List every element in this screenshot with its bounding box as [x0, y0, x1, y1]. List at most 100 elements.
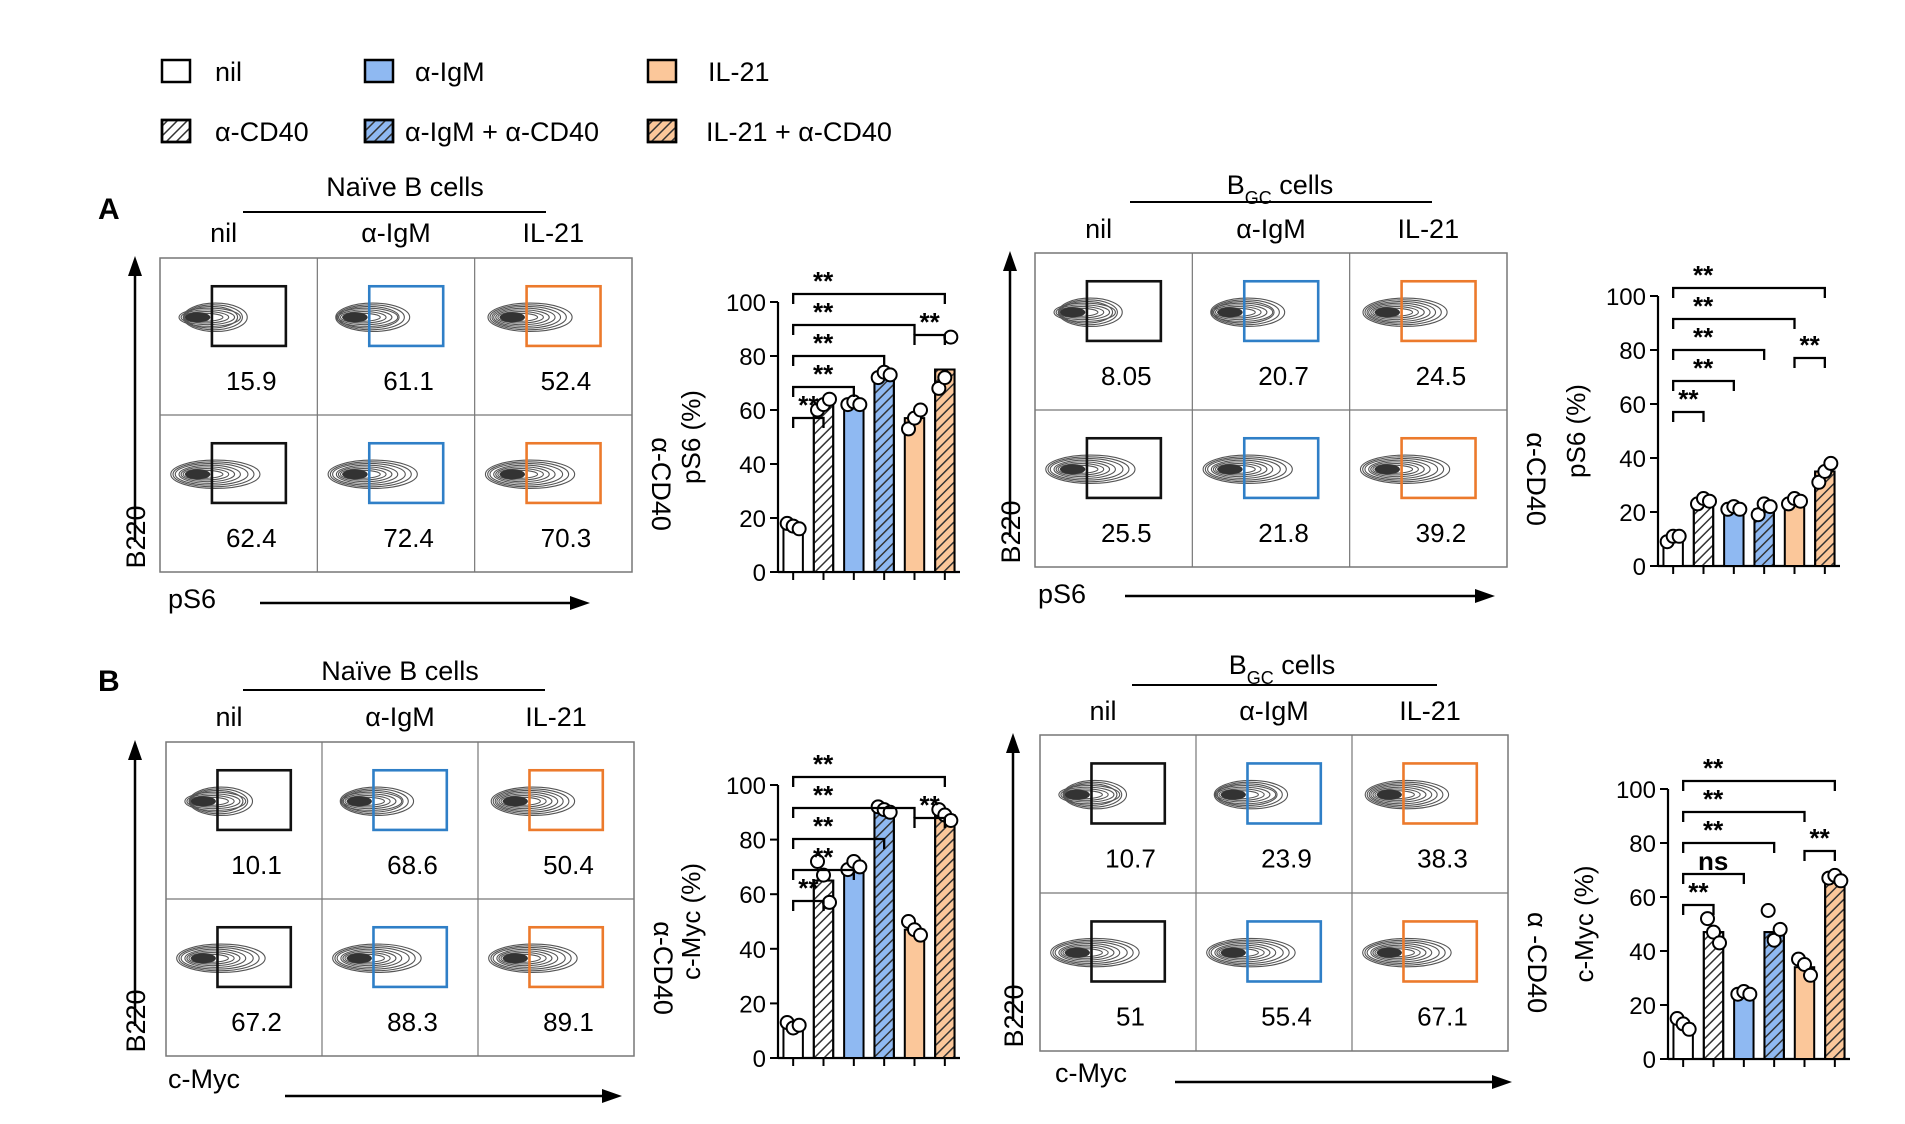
flow-title-text: Naïve B cells — [321, 656, 479, 686]
contour-line — [1047, 456, 1130, 483]
gate-box — [1085, 279, 1163, 343]
significance-label: ** — [813, 780, 834, 810]
significance-bracket — [792, 385, 855, 397]
contour-line — [496, 948, 559, 968]
contour-line — [341, 788, 409, 815]
contour-line — [1213, 779, 1289, 810]
side-label: α -CD40 — [1522, 912, 1552, 1013]
contour-line — [1370, 943, 1433, 963]
contour-line — [180, 466, 236, 483]
contour-line — [1210, 302, 1274, 322]
contour-line — [1372, 944, 1427, 961]
contour-line — [1062, 946, 1109, 959]
legend-item: α-IgM — [363, 57, 485, 87]
contour-line — [1218, 946, 1265, 959]
y-tick-label: 100 — [726, 773, 766, 800]
data-point — [943, 812, 959, 828]
flow-title-text: BGC cells — [1229, 650, 1336, 688]
gate-box — [1090, 920, 1167, 983]
y-tick-label: 60 — [1629, 885, 1656, 912]
contour-line — [178, 464, 241, 484]
contour-line — [495, 466, 550, 483]
contour-line — [1366, 781, 1444, 808]
y-tick-label: 80 — [739, 828, 766, 855]
panel-letter-a: A — [98, 193, 120, 226]
contour-line — [186, 793, 241, 810]
significance-label: ** — [813, 328, 834, 358]
contour-line — [1362, 297, 1448, 328]
gate-percent: 10.7 — [1105, 844, 1156, 874]
y-axis-label: B220 — [121, 505, 151, 568]
bar — [1723, 508, 1745, 567]
legend-swatch — [160, 58, 192, 84]
y-tick-label: 20 — [1619, 500, 1646, 527]
significance-label: ** — [920, 307, 941, 337]
contour-line — [1214, 463, 1262, 476]
y-tick-label: 80 — [1619, 338, 1646, 365]
significance-label: ** — [920, 790, 941, 820]
contour-plot — [1359, 454, 1451, 485]
contour-line — [498, 793, 553, 810]
significance-bracket — [792, 868, 855, 880]
y-axis-arrowhead — [128, 256, 142, 276]
contour-line — [188, 786, 254, 817]
contour-plot — [170, 459, 261, 490]
contour-line — [488, 943, 578, 974]
contour-line — [334, 945, 416, 972]
y-tick-label: 40 — [739, 937, 766, 964]
data-point — [1833, 873, 1849, 889]
data-point — [1732, 501, 1748, 517]
gate-box — [372, 768, 449, 832]
y-tick-label: 40 — [1619, 446, 1646, 473]
contour-core — [1374, 464, 1401, 475]
contour-line — [188, 952, 235, 965]
legend-swatch — [646, 58, 678, 84]
flow-column-label: α-IgM — [365, 702, 435, 732]
gate-box — [528, 925, 605, 989]
y-axis-label: c-Myc (%) — [676, 863, 706, 980]
contour-line — [184, 304, 243, 331]
gate-box — [1402, 920, 1479, 983]
significance-bracket — [1682, 872, 1745, 884]
y-tick-label: 0 — [753, 560, 766, 587]
bar — [843, 865, 865, 1060]
flow-column-label: α-IgM — [1239, 696, 1309, 726]
contour-line — [1364, 299, 1442, 326]
significance-label: ** — [1703, 815, 1724, 845]
contour-line — [1368, 459, 1431, 479]
significance-bracket — [1672, 379, 1735, 391]
y-tick-label: 20 — [1629, 993, 1656, 1020]
data-point — [822, 894, 837, 910]
y-tick-label: 100 — [726, 290, 766, 317]
gate-percent: 61.1 — [383, 366, 434, 396]
contour-line — [1372, 306, 1419, 319]
significance-bracket — [792, 354, 886, 366]
legend-label: α-CD40 — [215, 117, 309, 147]
contour-line — [489, 304, 567, 331]
contour-line — [342, 950, 397, 967]
significance-bracket — [1682, 810, 1806, 822]
gate-box — [1246, 920, 1323, 983]
contour-core — [499, 469, 526, 480]
contour-line — [493, 307, 556, 327]
significance-bracket — [792, 837, 886, 849]
contour-core — [342, 312, 368, 323]
significance-label: ** — [813, 266, 834, 296]
contour-line — [487, 461, 570, 488]
bar-hatch — [1702, 931, 1725, 1060]
contour-line — [339, 786, 415, 817]
significance-bracket — [792, 323, 916, 335]
contour-line — [1055, 304, 1111, 321]
flow-column-label: IL-21 — [525, 702, 587, 732]
y-tick-label: 0 — [753, 1046, 766, 1073]
data-point — [937, 370, 953, 386]
gate-percent: 39.2 — [1416, 518, 1467, 548]
flow-column-label: nil — [210, 218, 237, 248]
x-axis-arrowhead — [570, 596, 590, 610]
contour-line — [1216, 944, 1271, 961]
gate-percent: 67.2 — [231, 1007, 282, 1037]
contour-line — [1362, 937, 1452, 968]
contour-line — [335, 307, 399, 327]
